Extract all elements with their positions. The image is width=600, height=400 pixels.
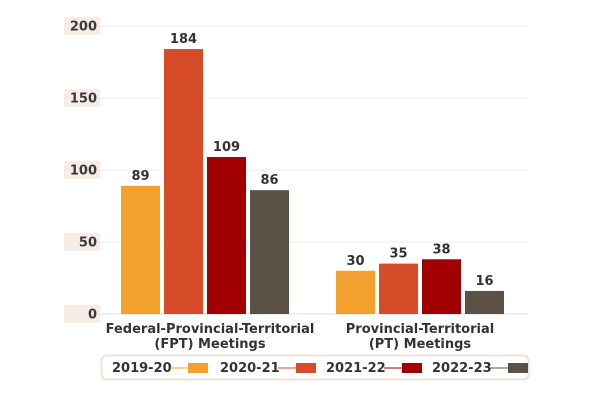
legend-swatch — [402, 363, 422, 373]
data-label: 38 — [432, 242, 450, 257]
category-label: Federal-Provincial-Territorial — [106, 322, 315, 337]
x-axis-categories: Federal-Provincial-Territorial(FPT) Meet… — [106, 322, 495, 352]
y-tick-band — [64, 305, 100, 323]
category-label: (PT) Meetings — [369, 337, 472, 352]
data-label: 109 — [213, 140, 240, 155]
legend-swatch — [188, 363, 208, 373]
category-label: Provincial-Territorial — [346, 322, 494, 337]
y-tick-label: 200 — [70, 20, 97, 35]
bar — [336, 270, 375, 314]
legend-label: 2022-23 — [432, 361, 492, 376]
y-tick-band — [64, 89, 100, 107]
data-label: 89 — [131, 169, 149, 184]
y-tick-label: 50 — [79, 236, 97, 251]
y-tick-label: 0 — [88, 308, 97, 323]
bar — [207, 157, 246, 314]
data-label: 16 — [475, 274, 493, 289]
bar — [164, 49, 203, 314]
bar — [379, 263, 418, 314]
y-tick-band — [64, 17, 100, 35]
data-label: 86 — [260, 173, 278, 188]
data-label: 30 — [346, 254, 364, 269]
bar — [465, 290, 504, 314]
legend-label: 2019-20 — [112, 361, 172, 376]
bars — [121, 49, 504, 314]
legend-label: 2020-21 — [220, 361, 280, 376]
legend-swatch — [508, 363, 528, 373]
y-tick-label: 150 — [70, 92, 97, 107]
bar — [422, 259, 461, 314]
y-axis: 0 50 100 150 200 — [64, 17, 100, 323]
bar — [121, 185, 160, 314]
y-tick-label: 100 — [70, 164, 97, 179]
data-label: 35 — [389, 247, 407, 262]
y-tick-band — [64, 161, 100, 179]
legend: 2019-20 2020-21 2021-22 2022-23 — [100, 354, 530, 381]
category-label: (FPT) Meetings — [154, 337, 265, 352]
legend-swatch — [296, 363, 316, 373]
value-labels: 89 30 184 35 109 38 86 16 — [131, 32, 493, 289]
data-label: 184 — [170, 32, 197, 47]
bar — [250, 190, 289, 314]
legend-label: 2021-22 — [326, 361, 386, 376]
y-tick-band — [64, 233, 100, 251]
